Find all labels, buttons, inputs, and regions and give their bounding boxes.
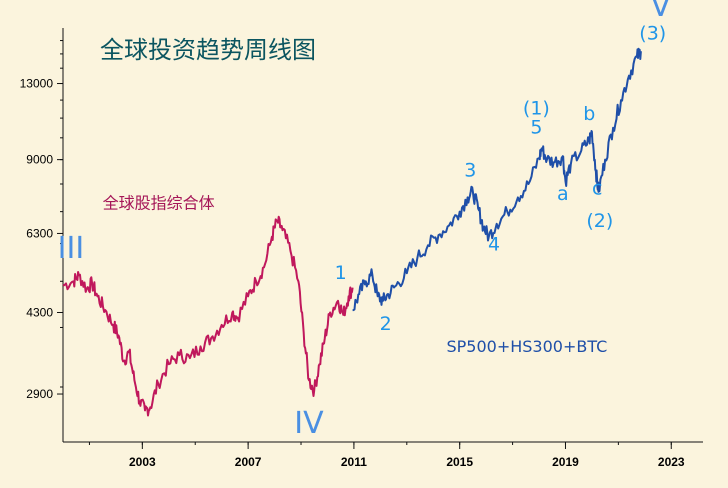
series-line-1 xyxy=(352,47,642,312)
y-tick-label: 9000 xyxy=(26,153,53,167)
series-layer xyxy=(62,47,642,417)
x-tick-label: 2015 xyxy=(446,455,473,469)
wave-label: b xyxy=(583,103,595,125)
chart-axes: 2900 4300 6300 9000 13000 2003 2007 2011 2015 201… xyxy=(20,28,703,469)
x-tick-label: 2023 xyxy=(658,455,685,469)
y-tick-label: 6300 xyxy=(26,226,53,240)
wave-label: (3) xyxy=(639,22,666,44)
wave-label: (1) xyxy=(523,97,550,119)
label-layer: III IV 1 2 3 4 5(1) a b c (2) (3)V 全球股指综合体 SP500+HS30… xyxy=(58,0,672,441)
wave-label: 5 xyxy=(530,117,542,139)
x-tick-label: 2019 xyxy=(552,455,579,469)
series-label: 全球股指综合体 xyxy=(103,194,215,213)
series-line-0 xyxy=(62,215,354,417)
wave-label: 4 xyxy=(488,234,500,256)
wave-label: 2 xyxy=(380,313,392,335)
wave-label: 3 xyxy=(464,159,476,181)
x-tick-label: 2003 xyxy=(129,455,156,469)
wave-label: IV xyxy=(294,406,324,441)
y-tick-label: 2900 xyxy=(26,387,53,401)
wave-label: 1 xyxy=(335,262,347,284)
x-tick-label: 2011 xyxy=(341,455,367,469)
chart-title: 全球投资趋势周线图 xyxy=(100,36,316,64)
y-tick-label: 13000 xyxy=(20,77,54,91)
y-tick-label: 4300 xyxy=(26,305,53,319)
wave-label: V xyxy=(650,0,671,24)
wave-label: a xyxy=(557,183,569,205)
x-tick-label: 2007 xyxy=(235,455,262,469)
series-label: SP500+HS300+BTC xyxy=(446,337,607,356)
wave-label: III xyxy=(58,231,85,266)
wave-label: (2) xyxy=(586,210,613,232)
wave-label: c xyxy=(592,178,602,200)
